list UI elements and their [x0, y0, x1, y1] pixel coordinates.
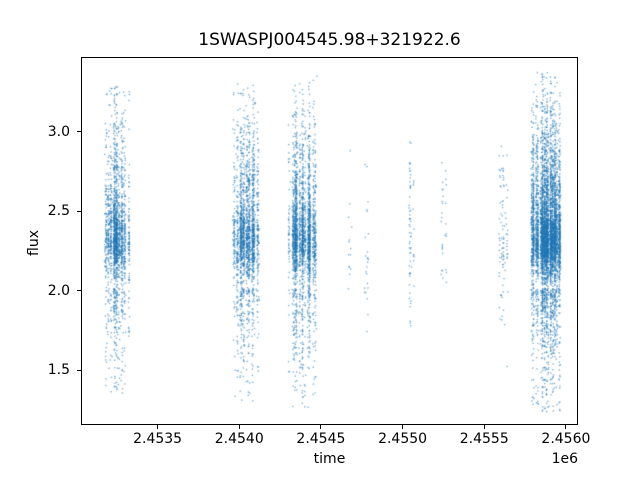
y-tick-label: 3.0: [47, 123, 70, 140]
x-tick-label: 2.4555: [459, 431, 509, 447]
y-tick-label: 1.5: [47, 362, 70, 379]
y-tick-mark: [77, 131, 81, 133]
x-tick-mark: [483, 425, 485, 429]
x-tick-mark: [157, 425, 159, 429]
x-tick-mark: [402, 425, 404, 429]
x-tick-label: 2.4560: [541, 431, 591, 447]
plot-area: [81, 57, 578, 425]
x-tick-label: 2.4545: [296, 431, 346, 447]
y-tick-mark: [77, 290, 81, 292]
x-axis-label: time: [313, 451, 346, 467]
scatter-canvas: [82, 58, 577, 424]
x-tick-label: 2.4540: [214, 431, 264, 447]
y-tick-mark: [77, 369, 81, 371]
y-tick-label: 2.0: [47, 282, 70, 299]
y-axis-label: flux: [26, 230, 42, 256]
x-axis-offset-label: 1e6: [551, 451, 578, 467]
x-tick-label: 2.4550: [378, 431, 428, 447]
x-tick-label: 2.4535: [133, 431, 183, 447]
x-tick-mark: [238, 425, 240, 429]
x-tick-mark: [320, 425, 322, 429]
x-tick-mark: [565, 425, 567, 429]
y-tick-label: 2.5: [47, 203, 70, 220]
y-tick-mark: [77, 210, 81, 212]
chart-title: 1SWASPJ004545.98+321922.6: [198, 30, 461, 50]
